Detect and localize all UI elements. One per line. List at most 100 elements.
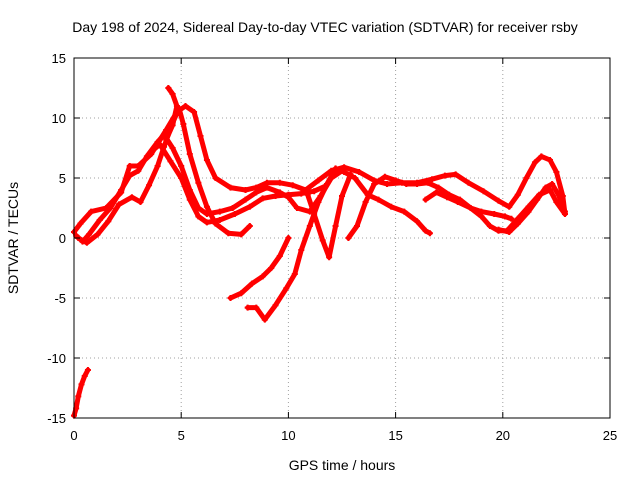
data-point xyxy=(401,208,408,215)
data-point xyxy=(212,175,219,181)
y-tick-label: 15 xyxy=(52,51,66,66)
series-arc10 xyxy=(345,173,515,241)
data-point xyxy=(197,133,204,139)
data-point xyxy=(156,141,163,148)
data-point xyxy=(546,157,553,163)
data-point xyxy=(227,184,234,191)
data-point xyxy=(182,103,189,109)
data-point xyxy=(467,205,474,211)
data-point xyxy=(293,205,300,211)
data-point xyxy=(86,231,93,238)
data-point xyxy=(311,188,318,195)
data-point xyxy=(195,179,202,186)
data-point xyxy=(231,211,238,217)
y-tick-label: -5 xyxy=(54,291,66,306)
data-point xyxy=(319,237,326,244)
data-point xyxy=(422,227,429,234)
data-point xyxy=(135,167,142,174)
series-line xyxy=(148,141,328,225)
data-point xyxy=(238,231,245,238)
y-tick-label: -10 xyxy=(47,351,66,366)
data-point xyxy=(169,145,176,151)
data-point xyxy=(534,196,541,203)
series-arc12 xyxy=(495,181,568,235)
series-arc9 xyxy=(304,171,354,261)
x-tick-label: 15 xyxy=(388,428,402,443)
data-point xyxy=(495,226,502,233)
data-point xyxy=(542,184,549,191)
data-point xyxy=(392,177,399,184)
data-point xyxy=(555,191,562,198)
data-point xyxy=(465,179,472,186)
data-point xyxy=(268,265,275,271)
data-point xyxy=(506,229,513,235)
data-point xyxy=(116,201,123,208)
data-point xyxy=(454,199,461,205)
axis-ticks: 0 5 10 15 20 25 -15 -10 -5 0 5 10 15 xyxy=(47,51,617,443)
data-point xyxy=(347,171,354,178)
data-point xyxy=(248,280,255,287)
data-point xyxy=(426,230,433,237)
data-point xyxy=(553,199,560,205)
data-point xyxy=(253,189,260,196)
x-tick-label: 20 xyxy=(496,428,510,443)
data-point xyxy=(351,175,358,181)
data-point xyxy=(128,194,135,201)
data-point xyxy=(227,295,234,301)
data-point xyxy=(84,367,91,373)
data-point xyxy=(148,148,155,155)
data-point xyxy=(78,381,85,388)
data-point xyxy=(263,184,270,191)
y-tick-label: -15 xyxy=(47,411,66,426)
chart-title: Day 198 of 2024, Sidereal Day-to-day VTE… xyxy=(72,19,578,35)
data-point xyxy=(276,253,283,259)
data-point xyxy=(414,218,421,225)
data-point xyxy=(285,235,292,241)
series-line xyxy=(75,105,253,246)
data-point xyxy=(88,208,95,215)
series-line xyxy=(345,174,514,241)
data-point xyxy=(146,182,153,189)
data-point xyxy=(356,169,363,175)
data-point xyxy=(549,181,556,187)
data-point xyxy=(163,136,170,143)
data-point xyxy=(75,393,82,400)
data-point xyxy=(315,177,322,184)
data-point xyxy=(315,199,322,205)
data-point xyxy=(332,223,339,229)
series-line xyxy=(228,235,291,301)
x-tick-label: 0 xyxy=(70,428,77,443)
data-point xyxy=(375,196,382,203)
series-arc5 xyxy=(148,141,328,226)
series-arc1 xyxy=(71,367,91,419)
data-point xyxy=(298,190,305,197)
data-point xyxy=(259,273,266,280)
x-tick-label: 10 xyxy=(281,428,295,443)
data-point xyxy=(285,191,292,198)
data-point xyxy=(178,163,185,169)
data-point xyxy=(354,223,361,229)
data-point xyxy=(180,121,187,127)
data-point xyxy=(276,179,283,186)
x-tick-label: 5 xyxy=(178,428,185,443)
data-point xyxy=(81,373,88,379)
data-point xyxy=(118,187,125,193)
series-line xyxy=(163,85,180,143)
data-point xyxy=(272,302,279,309)
data-point xyxy=(178,175,185,181)
data-point xyxy=(169,91,176,97)
data-point xyxy=(403,181,410,187)
data-point xyxy=(429,176,436,183)
data-point xyxy=(143,153,150,160)
data-point xyxy=(186,196,193,203)
data-point xyxy=(165,85,172,91)
data-point xyxy=(259,195,266,202)
data-point xyxy=(501,213,508,220)
data-point xyxy=(253,304,260,311)
y-tick-label: 0 xyxy=(59,231,66,246)
data-point xyxy=(216,208,223,215)
data-point xyxy=(311,211,318,217)
y-tick-label: 10 xyxy=(52,111,66,126)
data-point xyxy=(107,205,114,211)
